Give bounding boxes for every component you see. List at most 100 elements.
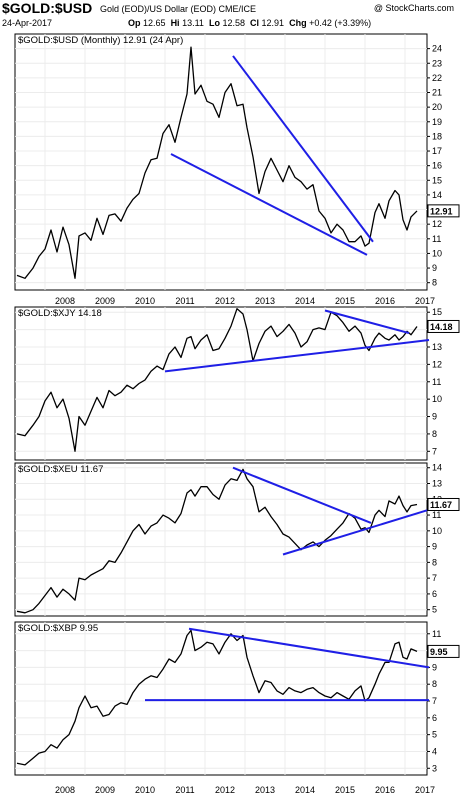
y-tick-label: 11 [432,377,441,387]
x-tick-label-2015: 2015 [335,785,355,795]
panel-2-last-value-badge [427,497,460,511]
y-tick-label: 20 [432,102,442,112]
quote-date: 24-Apr-2017 [2,18,53,28]
panel-0-last-value-text: 12.91 [430,206,453,216]
panel-1-frame [14,306,428,461]
low-value: 12.58 [222,18,245,28]
panel-0-trendline-1 [232,55,374,243]
panel-1-last-value-badge [427,319,460,333]
y-tick-label: 8 [432,557,437,567]
panel-3-last-value-text: 9.95 [430,647,448,657]
close-value: 12.91 [261,18,285,28]
low-label: Lo [208,18,220,28]
panel-1-price-line [16,308,418,452]
y-tick-label: 23 [432,58,442,68]
quote-line: Op 12.65 Hi 13.11 Lo 12.58 Cl 12.91 Chg … [128,18,371,28]
panel-3-label: $GOLD:$XBP 9.95 [18,623,98,634]
y-tick-label: 21 [432,88,442,98]
y-tick-label: 8 [432,679,437,689]
open-label: Op [128,18,141,28]
x-tick-label-2013: 2013 [255,296,275,306]
symbol-title: $GOLD:$USD [2,0,93,16]
y-tick-label: 14 [432,190,442,200]
y-tick-label: 7 [432,696,437,706]
y-tick-label: 8 [432,429,437,439]
panel-2-last-value-text: 11.67 [430,500,452,510]
x-tick-label-2014: 2014 [295,296,315,306]
panel-1-trendline-1 [324,309,410,335]
y-tick-label: 11 [432,510,441,520]
x-tick-label-2010: 2010 [135,296,155,306]
y-tick-label: 9 [432,542,437,552]
y-tick-label: 16 [432,161,442,171]
y-tick-label: 10 [432,394,442,404]
x-tick-label-2009: 2009 [95,296,115,306]
panel-0-price-line [16,46,418,279]
y-tick-label: 7 [432,573,437,583]
x-tick-label-2008: 2008 [55,296,75,306]
y-tick-label: 5 [432,730,437,740]
high-label: Hi [170,18,180,28]
y-tick-label: 6 [432,713,437,723]
x-tick-label-2016: 2016 [375,296,395,306]
y-tick-label: 11 [432,234,441,244]
y-tick-label: 15 [432,175,442,185]
y-tick-label: 13 [432,479,442,489]
open-value: 12.65 [143,18,166,28]
y-tick-label: 9 [432,412,437,422]
panel-3-price-line [16,629,418,766]
y-tick-label: 13 [432,342,442,352]
x-tick-label-2017: 2017 [415,296,435,306]
x-tick-label-2009: 2009 [95,785,115,795]
panel-0-frame [14,33,428,291]
chart-header: $GOLD:$USD Gold (EOD)/US Dollar (EOD) CM… [0,0,460,34]
x-tick-label-2017: 2017 [415,785,435,795]
y-tick-label: 6 [432,589,437,599]
y-tick-label: 11 [432,629,441,639]
x-tick-label-2011: 2011 [175,296,194,306]
x-tick-label-2010: 2010 [135,785,155,795]
x-tick-label-2016: 2016 [375,785,395,795]
y-tick-label: 24 [432,44,442,54]
y-tick-label: 4 [432,746,437,756]
y-tick-label: 14 [432,463,442,473]
y-tick-label: 7 [432,446,437,456]
y-tick-label: 22 [432,73,442,83]
source-logo[interactable]: @ StockCharts.com [373,3,454,13]
panel-1-last-value-text: 14.18 [430,322,453,332]
y-tick-label: 15 [432,307,442,317]
y-tick-label: 9 [432,662,437,672]
panel-2-price-line [16,468,418,614]
panel-2-trendline-0 [282,509,428,556]
panel-0-trendline-0 [170,153,368,256]
change-label: Chg [289,18,307,28]
panel-1-label: $GOLD:$XJY 14.18 [18,308,102,319]
y-tick-label: 10 [432,526,442,536]
y-tick-label: 3 [432,763,437,773]
y-tick-label: 12 [432,219,442,229]
y-tick-label: 10 [432,248,442,258]
y-tick-label: 5 [432,605,437,615]
symbol-description: Gold (EOD)/US Dollar (EOD) CME/ICE [100,4,257,14]
y-tick-label: 18 [432,131,442,141]
y-tick-label: 12 [432,359,442,369]
panel-2-frame [14,462,428,617]
x-tick-label-2013: 2013 [255,785,275,795]
y-tick-label: 17 [432,146,442,156]
change-value: +0.42 (+3.39%) [309,18,372,28]
panel-1-trendline-0 [164,339,430,373]
panel-2-label: $GOLD:$XEU 11.67 [18,464,103,475]
x-tick-label-2012: 2012 [215,785,235,795]
high-value: 13.11 [182,18,204,28]
close-label: Cl [250,18,260,28]
y-tick-label: 8 [432,278,437,288]
panel-0-label: $GOLD:$USD (Monthly) 12.91 (24 Apr) [18,35,183,46]
panel-3-last-value-badge [427,644,460,658]
panel-2-trendline-1 [232,466,372,524]
y-tick-label: 9 [432,263,437,273]
x-tick-label-2015: 2015 [335,296,355,306]
panel-3-trendline-0 [188,627,430,669]
y-tick-label: 19 [432,117,442,127]
x-tick-label-2012: 2012 [215,296,235,306]
